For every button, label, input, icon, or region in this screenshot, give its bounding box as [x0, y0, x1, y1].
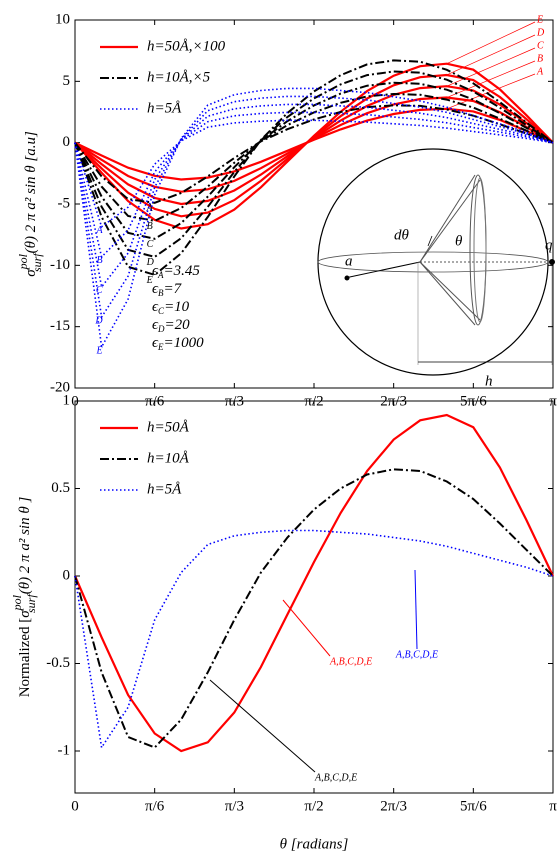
curve	[74, 468, 554, 749]
curve	[73, 413, 554, 753]
curve	[74, 81, 554, 240]
y-tick-label: 0.5	[51, 480, 70, 496]
annotation: A,B,C,D,E	[395, 649, 438, 660]
x-tick-label: π/2	[304, 798, 323, 814]
curve	[74, 62, 554, 230]
label-part: =1000	[164, 335, 205, 351]
legend-label: h=10Å,×5	[147, 69, 211, 85]
legend-label: h=10Å	[147, 450, 190, 466]
y-tick-label: -1	[58, 742, 71, 758]
legend-label: h=50Å	[147, 419, 190, 435]
x-axis-label: θ [radians]	[280, 836, 349, 852]
annotation: A,B,C,D,E	[314, 772, 357, 783]
curve-label-arrow	[446, 47, 536, 87]
label-part: B	[158, 288, 164, 298]
label-part: =3.45	[164, 263, 201, 279]
curve-label: E	[146, 275, 153, 286]
label-part: Normalized [	[17, 618, 33, 698]
curve-label: E	[95, 345, 102, 356]
x-tick-label: 5π/6	[460, 798, 487, 814]
label-part: σ	[17, 610, 33, 618]
label-part: surf	[30, 252, 44, 272]
label-part: E	[157, 342, 164, 352]
label-part: (θ) 2 π a² sin θ ]	[17, 497, 33, 595]
y-tick-label: -5	[58, 195, 71, 211]
x-tick-label: π	[549, 798, 557, 814]
curve	[74, 95, 554, 320]
y-tick-label: -15	[50, 318, 70, 334]
curve-label: A	[95, 225, 103, 236]
x-tick-label: 2π/3	[380, 798, 407, 814]
annotation-arrow	[209, 679, 316, 773]
curve-label: B	[96, 255, 102, 266]
epsilon-label: ϵC=10	[152, 299, 190, 316]
y-tick-label: 0	[63, 134, 71, 150]
label-part: (θ) 2 π a² sin θ [a.u]	[23, 131, 39, 253]
inset-label: dθ	[394, 227, 410, 243]
curve-label: B	[147, 221, 153, 232]
x-tick-label: π/3	[225, 798, 244, 814]
label-part: ϵ	[152, 299, 159, 315]
y-tick-label: 5	[63, 73, 71, 89]
inset-label: a	[345, 253, 353, 269]
label-part: A	[157, 270, 164, 280]
curve-label: D	[146, 257, 155, 268]
label-part: ϵ	[152, 335, 159, 351]
label-part: D	[157, 324, 165, 334]
label-part: C	[158, 306, 165, 316]
inset-label: h	[485, 373, 493, 389]
epsilon-label: ϵA=3.45	[152, 263, 200, 280]
y-tick-label: -10	[50, 257, 70, 273]
curve-label: A	[146, 203, 154, 214]
label-part: =7	[164, 281, 183, 297]
label-part: surf	[24, 593, 38, 613]
curve	[74, 529, 554, 750]
curve	[74, 59, 554, 277]
y-tick-label: 0	[63, 567, 71, 583]
legend-label: h=5Å	[147, 481, 182, 497]
curve-label-arrow	[446, 60, 536, 98]
y-tick-label: 1	[63, 392, 71, 408]
inset-label: θ	[455, 233, 463, 249]
inset-label: q	[545, 237, 553, 253]
y-tick-label: -20	[50, 379, 70, 395]
epsilon-label: ϵB=7	[152, 281, 183, 298]
y-tick-label: -0.5	[46, 655, 70, 671]
x-tick-label: 0	[71, 798, 79, 814]
curve-label: E	[536, 14, 543, 25]
label-part: =10	[164, 299, 190, 315]
epsilon-label: ϵE=1000	[152, 335, 204, 352]
curve-label: D	[536, 27, 545, 38]
legend-label: h=5Å	[147, 100, 182, 116]
label-part: ϵ	[152, 281, 159, 297]
label-part: ϵ	[152, 263, 159, 279]
curve-label: D	[94, 315, 103, 326]
label-part: σ	[23, 269, 39, 277]
y-axis-label: Normalized [σpolsurf(θ) 2 π a² sin θ ]	[10, 497, 38, 698]
inset-diagram	[317, 148, 555, 376]
curve-label-arrow	[446, 34, 536, 76]
legend-label: h=50Å,×100	[147, 38, 226, 54]
y-axis-label: σpolsurf(θ) 2 π a² sin θ [a.u]	[16, 131, 44, 277]
curve-label: B	[537, 53, 543, 64]
annotation: A,B,C,D,E	[329, 656, 372, 667]
label-part: =20	[165, 317, 191, 333]
epsilon-label: ϵD=20	[152, 317, 190, 334]
curve-label-arrow	[446, 21, 536, 64]
annotation-arrow	[282, 599, 331, 657]
curve-label: C	[537, 40, 544, 51]
y-tick-label: 10	[55, 11, 70, 27]
label-part: pol	[16, 253, 30, 270]
curve-label: A	[536, 66, 544, 77]
curve-label: C	[96, 285, 103, 296]
label-part: ϵ	[152, 317, 159, 333]
curve	[74, 87, 554, 350]
curve	[74, 92, 554, 222]
label-part: pol	[10, 594, 24, 611]
x-tick-label: π/6	[145, 798, 165, 814]
curve-label: C	[147, 239, 154, 250]
annotation-arrow	[414, 569, 418, 650]
